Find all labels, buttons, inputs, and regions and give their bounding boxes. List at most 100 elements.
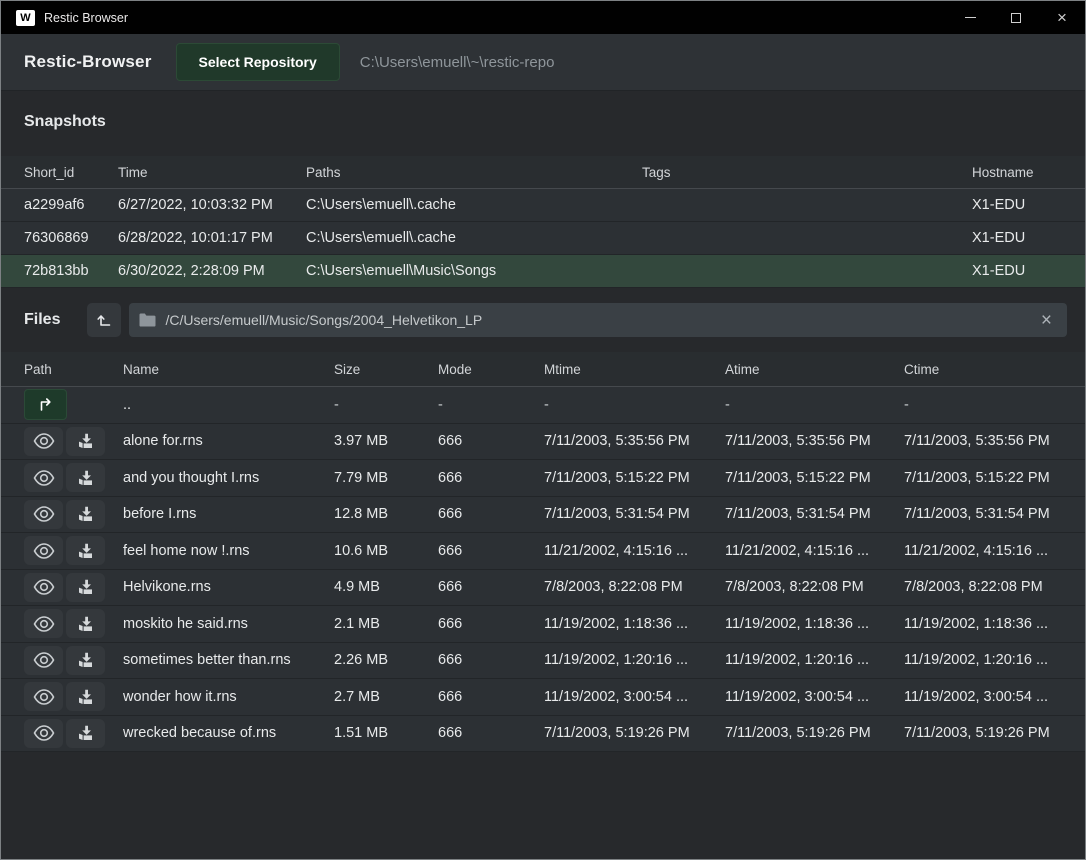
snapshot-row[interactable]: 763068696/28/2022, 10:01:17 PMC:\Users\e…: [1, 222, 1085, 255]
file-atime: 7/11/2003, 5:15:22 PM: [725, 470, 904, 486]
window-controls: ×: [947, 1, 1085, 34]
download-icon: [77, 543, 94, 559]
file-name: ..: [123, 397, 334, 413]
view-file-button[interactable]: [24, 427, 63, 456]
clear-path-icon[interactable]: ×: [1038, 311, 1055, 330]
column-header-mode: Mode: [438, 362, 544, 377]
download-file-button[interactable]: [66, 719, 105, 748]
snapshots-table-body: a2299af66/27/2022, 10:03:32 PMC:\Users\e…: [1, 189, 1085, 288]
file-name: Helvikone.rns: [123, 579, 334, 595]
file-atime: 11/19/2002, 1:20:16 ...: [725, 652, 904, 668]
parent-dir-row: ..-----: [1, 387, 1085, 424]
app-name: Restic-Browser: [24, 52, 152, 72]
file-actions-cell: [24, 609, 123, 638]
file-atime: 7/11/2003, 5:35:56 PM: [725, 433, 904, 449]
app-window: W Restic Browser × Restic-Browser Select…: [0, 0, 1086, 860]
snapshot-short-id: 72b813bb: [24, 263, 118, 279]
file-mode: 666: [438, 689, 544, 705]
download-file-button[interactable]: [66, 573, 105, 602]
file-mtime: 7/11/2003, 5:19:26 PM: [544, 725, 725, 741]
eye-icon: [33, 433, 55, 449]
file-atime: 7/11/2003, 5:31:54 PM: [725, 506, 904, 522]
download-icon: [77, 506, 94, 522]
view-file-button[interactable]: [24, 646, 63, 675]
column-header-name: Name: [123, 362, 334, 377]
download-file-button[interactable]: [66, 646, 105, 675]
download-file-button[interactable]: [66, 463, 105, 492]
file-ctime: 7/11/2003, 5:31:54 PM: [904, 506, 1062, 522]
file-name: wonder how it.rns: [123, 689, 334, 705]
column-header-ctime: Ctime: [904, 362, 1062, 377]
file-actions-cell: [24, 427, 123, 456]
main-content: Snapshots Short_id Time Paths Tags Hostn…: [1, 91, 1085, 859]
file-name: sometimes better than.rns: [123, 652, 334, 668]
download-file-button[interactable]: [66, 427, 105, 456]
view-file-button[interactable]: [24, 573, 63, 602]
close-button[interactable]: ×: [1039, 1, 1085, 34]
file-atime: 11/21/2002, 4:15:16 ...: [725, 543, 904, 559]
maximize-icon: [1011, 13, 1021, 23]
snapshot-row[interactable]: 72b813bb6/30/2022, 2:28:09 PMC:\Users\em…: [1, 255, 1085, 288]
eye-icon: [33, 616, 55, 632]
view-file-button[interactable]: [24, 609, 63, 638]
column-header-tags: Tags: [642, 165, 972, 180]
file-row: moskito he said.rns2.1 MB66611/19/2002, …: [1, 606, 1085, 643]
file-mode: 666: [438, 616, 544, 632]
snapshot-row[interactable]: a2299af66/27/2022, 10:03:32 PMC:\Users\e…: [1, 189, 1085, 222]
snapshots-title: Snapshots: [1, 91, 1085, 133]
download-file-button[interactable]: [66, 500, 105, 529]
files-table-body: ..-----alone for.rns3.97 MB6667/11/2003,…: [1, 387, 1085, 752]
file-name: before I.rns: [123, 506, 334, 522]
snapshots-table-header: Short_id Time Paths Tags Hostname: [1, 156, 1085, 189]
file-mtime: 7/11/2003, 5:15:22 PM: [544, 470, 725, 486]
snapshot-paths: C:\Users\emuell\.cache: [306, 197, 642, 213]
file-ctime: 7/11/2003, 5:35:56 PM: [904, 433, 1062, 449]
minimize-button[interactable]: [947, 1, 993, 34]
app-header: Restic-Browser Select Repository C:\User…: [1, 34, 1085, 91]
open-parent-button[interactable]: [24, 389, 67, 420]
eye-icon: [33, 725, 55, 741]
files-bar: Files /C/Users/emuell/Music/Songs/2004_H…: [1, 303, 1085, 337]
file-name: moskito he said.rns: [123, 616, 334, 632]
file-row: before I.rns12.8 MB6667/11/2003, 5:31:54…: [1, 497, 1085, 534]
column-header-size: Size: [334, 362, 438, 377]
download-file-button[interactable]: [66, 682, 105, 711]
file-ctime: 11/19/2002, 3:00:54 ...: [904, 689, 1062, 705]
file-row: alone for.rns3.97 MB6667/11/2003, 5:35:5…: [1, 424, 1085, 461]
file-path-bar[interactable]: /C/Users/emuell/Music/Songs/2004_Helveti…: [129, 303, 1067, 337]
file-size: 4.9 MB: [334, 579, 438, 595]
download-file-button[interactable]: [66, 609, 105, 638]
file-mtime: 11/21/2002, 4:15:16 ...: [544, 543, 725, 559]
view-file-button[interactable]: [24, 500, 63, 529]
view-file-button[interactable]: [24, 463, 63, 492]
close-icon: ×: [1057, 9, 1067, 26]
eye-icon: [33, 543, 55, 559]
snapshot-paths: C:\Users\emuell\.cache: [306, 230, 642, 246]
view-file-button[interactable]: [24, 682, 63, 711]
file-actions-cell: [24, 500, 123, 529]
eye-icon: [33, 652, 55, 668]
view-file-button[interactable]: [24, 719, 63, 748]
files-title: Files: [24, 311, 60, 329]
file-ctime: 7/11/2003, 5:15:22 PM: [904, 470, 1062, 486]
file-mode: 666: [438, 652, 544, 668]
eye-icon: [33, 506, 55, 522]
file-size: 7.79 MB: [334, 470, 438, 486]
file-mtime: -: [544, 397, 725, 413]
file-size: 10.6 MB: [334, 543, 438, 559]
file-size: 12.8 MB: [334, 506, 438, 522]
download-icon: [77, 616, 94, 632]
up-level-button[interactable]: [87, 303, 121, 337]
column-header-atime: Atime: [725, 362, 904, 377]
select-repository-button[interactable]: Select Repository: [176, 43, 340, 81]
column-header-hostname: Hostname: [972, 165, 1062, 180]
view-file-button[interactable]: [24, 536, 63, 565]
file-actions-cell: [24, 463, 123, 492]
file-size: 1.51 MB: [334, 725, 438, 741]
file-ctime: 7/11/2003, 5:19:26 PM: [904, 725, 1062, 741]
download-file-button[interactable]: [66, 536, 105, 565]
maximize-button[interactable]: [993, 1, 1039, 34]
file-ctime: 7/8/2003, 8:22:08 PM: [904, 579, 1062, 595]
file-atime: -: [725, 397, 904, 413]
column-header-mtime: Mtime: [544, 362, 725, 377]
